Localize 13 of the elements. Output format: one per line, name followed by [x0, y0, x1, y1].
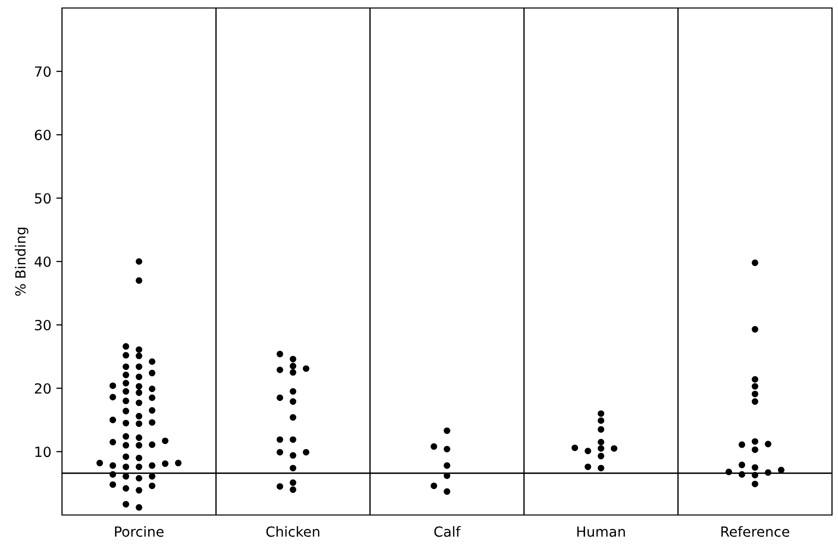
- y-tick-label: 20: [34, 383, 51, 394]
- y-tick-label: 10: [35, 446, 51, 458]
- y-tick-label: 30: [34, 320, 51, 330]
- y-tick-label: 60: [34, 130, 51, 140]
- x-tick-label: Calf: [434, 526, 461, 537]
- y-tick-label: 50: [34, 193, 51, 204]
- x-tick-label: Porcine: [115, 526, 164, 537]
- x-tick-label: Human: [577, 526, 625, 537]
- y-tick-label: 40: [34, 256, 51, 267]
- y-tick-label: 70: [35, 66, 51, 77]
- y-axis-title: % Binding: [14, 228, 28, 296]
- x-tick-label: Chicken: [266, 526, 320, 537]
- x-tick-label: Reference: [721, 526, 790, 537]
